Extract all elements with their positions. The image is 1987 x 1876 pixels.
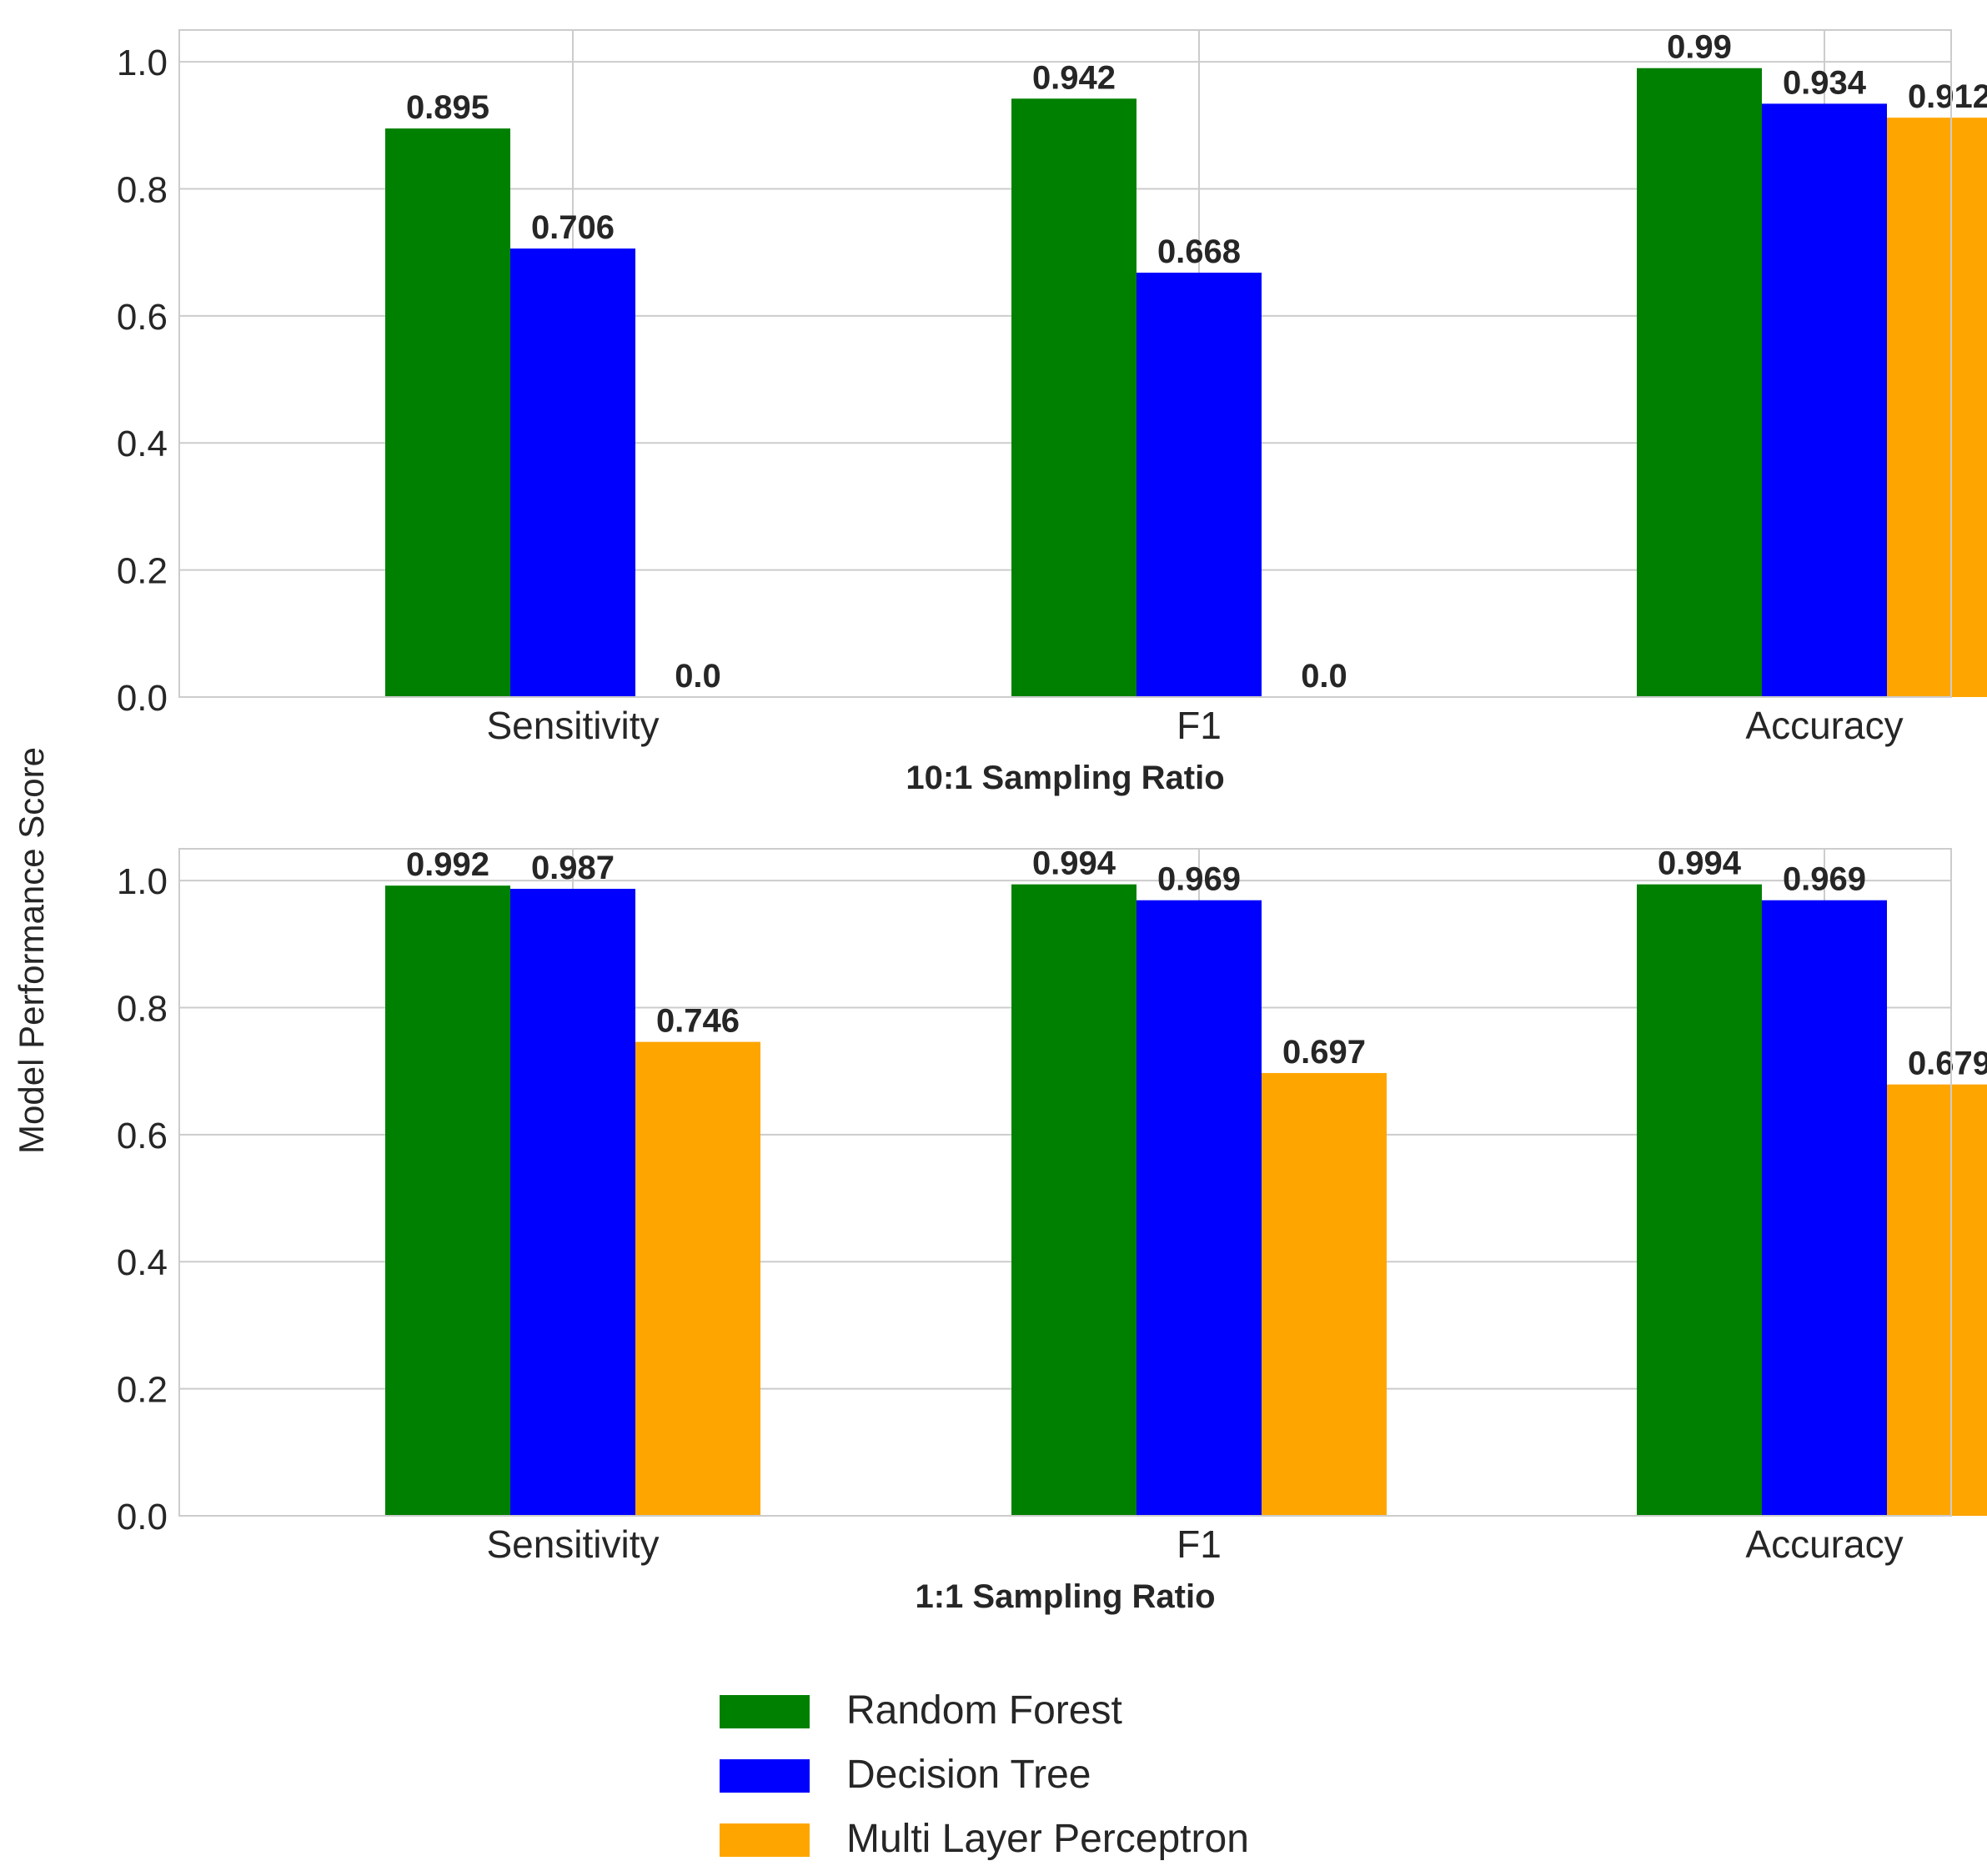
- bar-decision-tree-sensitivity: [510, 889, 635, 1516]
- y-tick-label: 0.2: [117, 1370, 168, 1411]
- bottom-chart-panel: 0.0 0.2 0.4 0.6 0.8 1.0 0.992 0.994 0.994 0.987 0.…: [117, 845, 1987, 1615]
- data-label-decision-tree-sensitivity: 0.987: [531, 850, 615, 886]
- y-tick-label: 0.4: [117, 1242, 168, 1283]
- data-label-random-forest-f1: 0.994: [1032, 845, 1116, 882]
- y-tick-label: 0.8: [117, 169, 168, 210]
- x-tick-label-f1: F1: [1177, 704, 1222, 747]
- x-tick-label-sensitivity: Sensitivity: [486, 704, 659, 747]
- data-label-multi-layer-perceptron-accuracy: 0.679: [1908, 1046, 1987, 1082]
- bar-multi-layer-perceptron-sensitivity: [635, 1041, 760, 1516]
- data-label-decision-tree-f1: 0.969: [1157, 861, 1241, 898]
- legend-label-decision-tree: Decision Tree: [846, 1753, 1091, 1797]
- bar-random-forest-sensitivity: [385, 128, 510, 698]
- bar-random-forest-accuracy: [1637, 884, 1762, 1516]
- y-tick-label: 0.0: [117, 1497, 168, 1537]
- y-tick-label: 0.4: [117, 424, 168, 464]
- data-label-random-forest-accuracy: 0.99: [1667, 29, 1732, 66]
- data-label-multi-layer-perceptron-f1: 0.0: [1301, 658, 1347, 695]
- top-chart-panel: 0.0 0.2 0.4 0.6 0.8 1.0 0.895 0.942 0.99 0.706 0.6…: [117, 29, 1987, 796]
- x-tick-label-sensitivity: Sensitivity: [486, 1522, 659, 1566]
- data-label-decision-tree-f1: 0.668: [1157, 233, 1241, 270]
- y-axis-label: Model Performance Score: [12, 747, 51, 1154]
- data-label-random-forest-f1: 0.942: [1032, 59, 1116, 96]
- x-tick-label-accuracy: Accuracy: [1745, 1522, 1903, 1566]
- bar-multi-layer-perceptron-accuracy: [1887, 1084, 1987, 1516]
- data-label-random-forest-sensitivity: 0.992: [406, 846, 489, 883]
- data-label-multi-layer-perceptron-sensitivity: 0.746: [656, 1003, 740, 1040]
- bar-decision-tree-accuracy: [1762, 900, 1887, 1516]
- y-tick-label: 0.6: [117, 297, 168, 338]
- plot-frame: [178, 848, 1952, 1517]
- legend-swatch-multi-layer-perceptron: [720, 1823, 810, 1857]
- data-label-multi-layer-perceptron-f1: 0.697: [1282, 1034, 1366, 1071]
- legend-label-random-forest: Random Forest: [846, 1688, 1122, 1733]
- bar-multi-layer-perceptron-f1: [1262, 1072, 1387, 1516]
- legend-label-multi-layer-perceptron: Multi Layer Perceptron: [846, 1817, 1249, 1861]
- x-tick-label-f1: F1: [1177, 1522, 1222, 1566]
- bar-multi-layer-perceptron-accuracy: [1887, 118, 1987, 698]
- y-tick-label: 0.8: [117, 988, 168, 1029]
- y-tick-label: 1.0: [117, 861, 168, 902]
- bar-random-forest-sensitivity: [385, 885, 510, 1516]
- plot-frame: [178, 29, 1952, 698]
- x-axis-label: 1:1 Sampling Ratio: [915, 1578, 1215, 1615]
- data-label-random-forest-sensitivity: 0.895: [406, 89, 489, 126]
- data-label-multi-layer-perceptron-sensitivity: 0.0: [675, 658, 721, 695]
- x-tick-label-accuracy: Accuracy: [1745, 704, 1903, 747]
- y-tick-label: 0.0: [117, 678, 168, 719]
- x-axis-label: 10:1 Sampling Ratio: [906, 760, 1224, 796]
- data-label-multi-layer-perceptron-accuracy: 0.912: [1908, 78, 1987, 115]
- bar-decision-tree-accuracy: [1762, 103, 1887, 697]
- data-label-decision-tree-accuracy: 0.969: [1783, 861, 1866, 898]
- legend-swatch-random-forest: [720, 1695, 810, 1728]
- data-label-decision-tree-accuracy: 0.934: [1783, 64, 1867, 101]
- bar-decision-tree-sensitivity: [510, 248, 635, 698]
- y-tick-label: 0.2: [117, 551, 168, 592]
- legend-swatch-decision-tree: [720, 1759, 810, 1793]
- data-label-random-forest-accuracy: 0.994: [1658, 845, 1742, 882]
- bar-random-forest-f1: [1011, 98, 1137, 698]
- bar-decision-tree-f1: [1137, 273, 1262, 697]
- y-tick-label: 1.0: [117, 43, 168, 83]
- bar-decision-tree-f1: [1137, 900, 1262, 1516]
- y-tick-label: 0.6: [117, 1116, 168, 1156]
- data-label-decision-tree-sensitivity: 0.706: [531, 209, 615, 246]
- legend: Random Forest Decision Tree Multi Layer Pe…: [720, 1688, 1249, 1861]
- bar-random-forest-accuracy: [1637, 68, 1762, 697]
- bar-random-forest-f1: [1011, 884, 1137, 1516]
